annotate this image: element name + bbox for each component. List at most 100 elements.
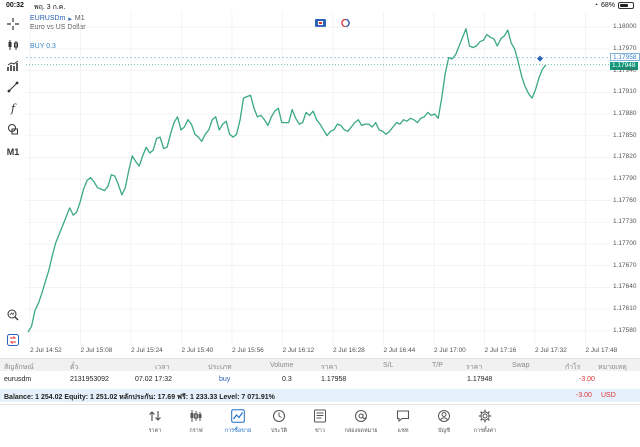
candlestick-icon[interactable]: [4, 37, 22, 53]
table-header-cell[interactable]: กำไร: [565, 364, 581, 371]
price-tick-label: 1.17850: [613, 131, 637, 139]
time-tick-label: 2 Jul 15:40: [181, 347, 214, 354]
price-tick-label: 1.17760: [613, 196, 637, 204]
trade-time: 07.02 17:32: [135, 376, 172, 383]
trade-row[interactable]: eurusdm 2131953092 07.02 17:32 buy 0.3 1…: [0, 373, 640, 387]
sell-flag-icon[interactable]: [315, 19, 326, 27]
tab-label: ราคา: [148, 428, 162, 434]
table-header-cell[interactable]: S/L: [383, 362, 394, 369]
time-tick-label: 2 Jul 15:08: [80, 347, 113, 354]
price-tick-label: 1.18000: [613, 23, 637, 31]
chart-plot: [26, 12, 610, 345]
trade-profit: -3.00: [579, 376, 595, 383]
crosshair-icon[interactable]: [4, 16, 22, 32]
buy-flag-icon[interactable]: [340, 19, 351, 27]
table-header-cell[interactable]: Volume: [270, 362, 294, 369]
tab-trade[interactable]: การซื้อขาย: [217, 409, 259, 443]
table-header-cell[interactable]: T/P: [432, 362, 443, 369]
news-icon: [314, 409, 326, 423]
battery-fill: [620, 4, 629, 7]
total-profit: -3.00: [576, 392, 592, 399]
battery-percent: 68%: [600, 2, 615, 9]
buy-position-label[interactable]: BUY 0.3: [30, 43, 56, 50]
tab-accounts[interactable]: บัญชี: [423, 409, 465, 443]
price-tick-label: 1.17610: [613, 305, 637, 313]
tab-chart[interactable]: กราฟ: [175, 409, 217, 443]
time-axis: 2 Jul 14:52 2 Jul 15:08 2 Jul 15:24 2 Jul 1…: [26, 345, 640, 357]
bid-price-tag: 1.17948: [610, 61, 638, 70]
time-tick-label: 2 Jul 14:52: [30, 347, 62, 354]
account-currency: USD: [601, 392, 616, 399]
wifi-icon: ◔: [593, 2, 598, 9]
tab-label: ข่าว: [315, 428, 325, 434]
indicators-icon[interactable]: [4, 58, 22, 74]
symbol-arrow: ▸: [68, 16, 72, 23]
price-tick-label: 1.17700: [613, 240, 637, 248]
tab-chat[interactable]: แชท: [382, 409, 424, 443]
tab-label: การซื้อขาย: [224, 428, 252, 434]
time-tick-label: 2 Jul 16:44: [383, 347, 416, 354]
timeframe-button[interactable]: M1: [6, 147, 20, 157]
one-click-trading-icon[interactable]: [4, 332, 22, 348]
tab-label: ประวัติ: [270, 428, 288, 434]
price-tick-label: 1.17910: [613, 88, 637, 96]
price-chart[interactable]: EURUSDm ▸ M1 Euro vs US Dollar BUY 0.3: [26, 12, 610, 345]
tab-settings[interactable]: การตั้งค่า: [464, 409, 506, 443]
trade-symbol: eurusdm: [4, 376, 32, 383]
mailbox-icon: [355, 410, 367, 422]
tab-label: การตั้งค่า: [473, 428, 497, 434]
table-header-cell[interactable]: ราคา: [321, 364, 338, 371]
ask-price-tag: 1.17958: [610, 52, 640, 61]
price-tick-label: 1.17790: [613, 175, 637, 182]
time-tick-label: 2 Jul 17:32: [535, 347, 567, 354]
function-icon[interactable]: f: [10, 101, 16, 115]
status-time: 00:32: [6, 2, 24, 9]
price-tick-label: 1.17970: [613, 44, 637, 52]
status-bar: 00:32 พฤ. 3 ก.ค. ◔ 68%: [0, 0, 640, 12]
settings-icon: [478, 409, 492, 423]
trade-table-header: สัญลักษณ์ ตั๋ว เวลา ประเภท Volume ราคา S/L T/P ร…: [0, 358, 640, 371]
tab-mailbox[interactable]: กล่องจดหมาย: [340, 409, 382, 443]
accounts-icon: [438, 410, 450, 422]
time-tick-label: 2 Jul 16:12: [282, 347, 315, 354]
price-axis: 1.17958 1.17948 1.18000 1.17970 1.17940 1.1…: [610, 12, 640, 345]
symbol-header: EURUSDm ▸ M1: [30, 15, 85, 23]
price-tick-label: 1.17580: [613, 326, 637, 334]
price-tick-label: 1.17880: [613, 109, 637, 117]
chat-icon: [396, 410, 410, 423]
tab-news[interactable]: ข่าว: [299, 409, 341, 443]
shapes-icon[interactable]: [4, 121, 22, 137]
tab-label: บัญชี: [438, 428, 450, 434]
table-header-cell[interactable]: หมายเหตุ: [598, 364, 627, 371]
table-header-cell[interactable]: ตั๋ว: [70, 364, 79, 371]
price-tick-label: 1.17640: [613, 283, 637, 291]
balance-summary: Balance: 1 254.02 Equity: 1 251.02 หลักป…: [4, 394, 275, 401]
trade-icon: [231, 409, 245, 423]
balance-row: Balance: 1 254.02 Equity: 1 251.02 หลักป…: [0, 389, 640, 402]
bottom-tab-bar: ราคา กราฟ การซื้อขาย ประวัติ ข่าว กล่องจดหมาย…: [0, 404, 640, 447]
trade-open-price: 1.17958: [321, 376, 347, 383]
zoom-icon[interactable]: [4, 307, 22, 323]
tab-quotes[interactable]: ราคา: [134, 409, 176, 443]
objects-icon[interactable]: [4, 79, 22, 95]
chart-icon: [190, 410, 202, 422]
time-tick-label: 2 Jul 17:16: [484, 347, 517, 354]
table-header-cell[interactable]: ประเภท: [208, 364, 232, 371]
time-tick-label: 2 Jul 15:56: [232, 347, 264, 354]
status-date: พฤ. 3 ก.ค.: [34, 4, 66, 11]
chart-timeframe: M1: [74, 15, 85, 22]
table-header-cell[interactable]: ราคา: [466, 364, 483, 371]
symbol-name[interactable]: EURUSDm: [30, 15, 66, 22]
price-line-series: [27, 28, 547, 333]
time-tick-label: 2 Jul 16:28: [333, 347, 365, 354]
chart-toolbar: f M1: [0, 12, 26, 346]
tab-label: กล่องจดหมาย: [344, 428, 378, 434]
tab-label: แชท: [397, 428, 409, 434]
tab-history[interactable]: ประวัติ: [258, 409, 300, 443]
price-tick-label: 1.17820: [613, 153, 637, 161]
table-header-cell[interactable]: Swap: [512, 362, 530, 369]
table-header-cell[interactable]: เวลา: [155, 364, 170, 371]
table-header-cell[interactable]: สัญลักษณ์: [4, 364, 34, 371]
entry-marker: [537, 55, 543, 62]
trade-volume: 0.3: [282, 376, 292, 383]
